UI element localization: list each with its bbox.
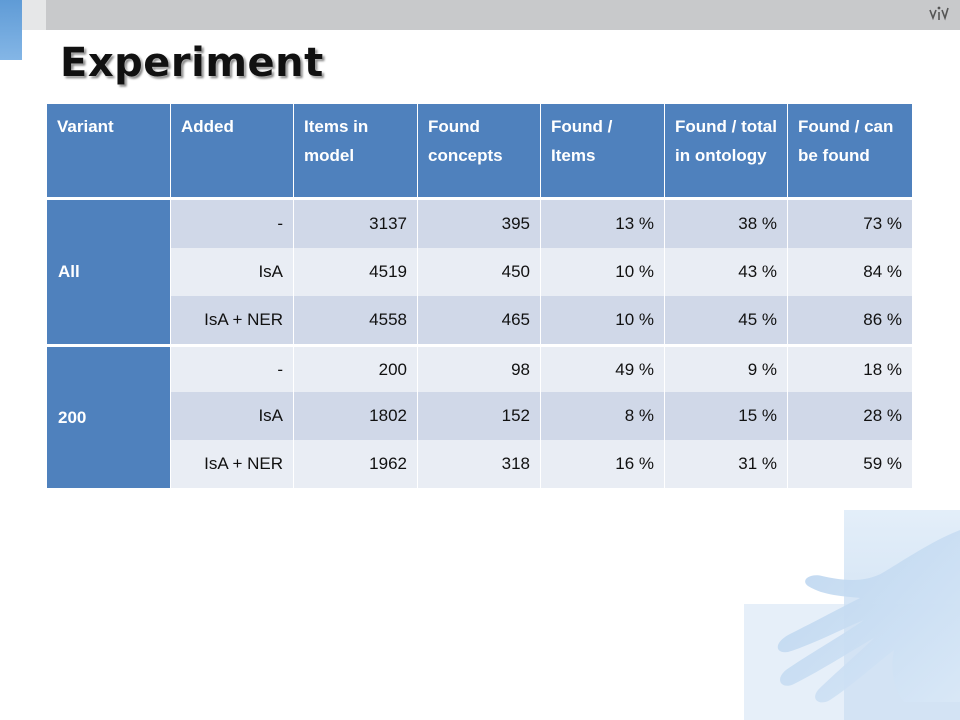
found-cell: 465: [418, 296, 541, 344]
column-header-variant: Variant: [47, 104, 171, 200]
column-header-found-can-be-found: Found / can be found: [788, 104, 912, 200]
found-total-cell: 43 %: [665, 248, 788, 296]
found-total-cell: 38 %: [665, 200, 788, 248]
variant-cell-all: All: [47, 200, 171, 344]
found-can-cell: 28 %: [788, 392, 912, 440]
table-row: IsA 1802 152 8 % 15 % 28 %: [47, 392, 912, 440]
found-cell: 152: [418, 392, 541, 440]
found-total-cell: 15 %: [665, 392, 788, 440]
slide-title: Experiment: [60, 40, 324, 86]
items-cell: 1962: [294, 440, 418, 488]
table-header-row: Variant Added Items in model Found conce…: [47, 104, 912, 200]
results-table: Variant Added Items in model Found conce…: [47, 104, 912, 488]
found-total-cell: 45 %: [665, 296, 788, 344]
found-cell: 318: [418, 440, 541, 488]
table-row: IsA + NER 1962 318 16 % 31 % 59 %: [47, 440, 912, 488]
added-cell: IsA: [171, 248, 294, 296]
added-cell: -: [171, 200, 294, 248]
table-row: All - 3137 395 13 % 38 % 73 %: [47, 200, 912, 344]
added-cell: -: [171, 344, 294, 392]
items-cell: 3137: [294, 200, 418, 248]
found-items-cell: 16 %: [541, 440, 665, 488]
added-cell: IsA + NER: [171, 440, 294, 488]
found-items-cell: 10 %: [541, 248, 665, 296]
top-band-accent-light: [22, 0, 46, 30]
items-cell: 200: [294, 344, 418, 392]
found-items-cell: 13 %: [541, 200, 665, 248]
found-cell: 98: [418, 344, 541, 392]
top-band-accent-blue: [0, 0, 22, 60]
column-header-added: Added: [171, 104, 294, 200]
found-total-cell: 9 %: [665, 344, 788, 392]
variant-cell-200: 200: [47, 344, 171, 488]
items-cell: 4558: [294, 296, 418, 344]
found-can-cell: 59 %: [788, 440, 912, 488]
items-cell: 4519: [294, 248, 418, 296]
added-cell: IsA + NER: [171, 296, 294, 344]
found-can-cell: 18 %: [788, 344, 912, 392]
logo-mark-icon: [929, 6, 949, 21]
found-cell: 395: [418, 200, 541, 248]
column-header-items-in-model: Items in model: [294, 104, 418, 200]
table-row: 200 - 200 98 49 % 9 % 18 %: [47, 344, 912, 488]
found-total-cell: 31 %: [665, 440, 788, 488]
found-cell: 450: [418, 248, 541, 296]
found-items-cell: 49 %: [541, 344, 665, 392]
found-items-cell: 8 %: [541, 392, 665, 440]
top-band: [0, 0, 960, 30]
table-row: IsA 4519 450 10 % 43 % 84 %: [47, 248, 912, 296]
column-header-found-items: Found / Items: [541, 104, 665, 200]
column-header-found-concepts: Found concepts: [418, 104, 541, 200]
table-row: IsA + NER 4558 465 10 % 45 % 86 %: [47, 296, 912, 344]
items-cell: 1802: [294, 392, 418, 440]
added-cell: IsA: [171, 392, 294, 440]
column-header-found-total: Found / total in ontology: [665, 104, 788, 200]
found-items-cell: 10 %: [541, 296, 665, 344]
found-can-cell: 73 %: [788, 200, 912, 248]
found-can-cell: 86 %: [788, 296, 912, 344]
decorative-hand-image: [744, 510, 960, 720]
found-can-cell: 84 %: [788, 248, 912, 296]
